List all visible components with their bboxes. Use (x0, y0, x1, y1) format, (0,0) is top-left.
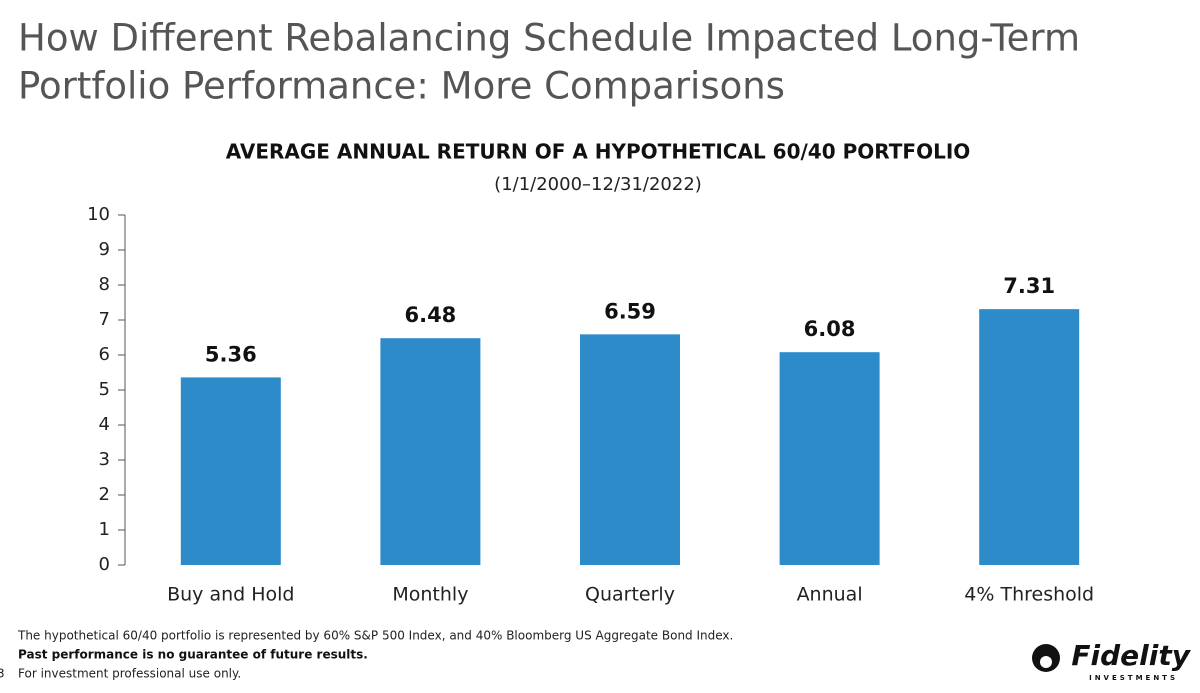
y-tick-label: 7 (99, 309, 110, 330)
y-tick-label: 5 (99, 379, 110, 400)
logo-tagline: INVESTMENTS (1089, 674, 1178, 682)
y-tick-label: 2 (99, 484, 110, 505)
logo-name: Fidelity (1071, 639, 1191, 672)
slide-title: Portfolio Performance: More Comparisons (18, 65, 785, 108)
value-label: 5.36 (205, 342, 257, 366)
footnote: Past performance is no guarantee of futu… (18, 648, 368, 662)
y-tick-label: 3 (99, 449, 110, 470)
bar (779, 352, 880, 565)
x-tick-label: Quarterly (585, 584, 675, 606)
y-tick-label: 0 (99, 554, 110, 575)
y-tick-label: 6 (99, 344, 110, 365)
y-tick-label: 4 (99, 414, 110, 435)
chart-subtitle: (1/1/2000–12/31/2022) (494, 174, 702, 195)
footnote: The hypothetical 60/40 portfolio is repr… (17, 629, 733, 643)
x-tick-label: Annual (797, 584, 863, 606)
y-tick-label: 8 (99, 274, 110, 295)
chart-title: AVERAGE ANNUAL RETURN OF A HYPOTHETICAL … (226, 140, 971, 164)
y-tick-label: 1 (99, 519, 110, 540)
value-label: 6.59 (604, 299, 656, 323)
value-label: 6.48 (404, 303, 456, 327)
bar (580, 334, 680, 565)
x-tick-label: Buy and Hold (167, 584, 294, 606)
slide-title: How Different Rebalancing Schedule Impac… (18, 17, 1080, 60)
bar (180, 377, 281, 565)
footnote: For investment professional use only. (18, 667, 241, 681)
value-label: 6.08 (804, 317, 856, 341)
bar (380, 338, 481, 565)
page-number: 3 (0, 667, 5, 681)
value-label: 7.31 (1003, 274, 1055, 298)
y-tick-label: 10 (87, 204, 110, 225)
x-tick-label: Monthly (392, 584, 468, 606)
y-tick-label: 9 (99, 239, 110, 260)
x-tick-label: 4% Threshold (964, 584, 1094, 606)
logo-icon (1040, 656, 1052, 668)
bar (979, 309, 1080, 565)
logo: Fidelity INVESTMENTS (1032, 639, 1192, 682)
